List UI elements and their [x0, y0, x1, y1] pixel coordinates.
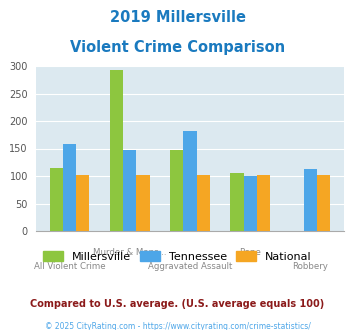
Text: © 2025 CityRating.com - https://www.cityrating.com/crime-statistics/: © 2025 CityRating.com - https://www.city… — [45, 322, 310, 330]
Bar — [183, 131, 197, 231]
Bar — [244, 176, 257, 231]
Bar — [136, 175, 149, 231]
Text: 2019 Millersville: 2019 Millersville — [109, 10, 246, 25]
Text: Violent Crime Comparison: Violent Crime Comparison — [70, 40, 285, 54]
Bar — [50, 168, 63, 231]
Legend: Millersville, Tennessee, National: Millersville, Tennessee, National — [39, 247, 316, 267]
Text: All Violent Crime: All Violent Crime — [34, 262, 105, 271]
Text: Rape: Rape — [239, 248, 261, 257]
Bar — [110, 70, 123, 231]
Bar — [317, 175, 330, 231]
Bar — [123, 150, 136, 231]
Bar — [304, 169, 317, 231]
Text: Compared to U.S. average. (U.S. average equals 100): Compared to U.S. average. (U.S. average … — [31, 299, 324, 309]
Bar — [170, 149, 183, 231]
Bar — [63, 144, 76, 231]
Bar — [197, 175, 210, 231]
Text: Robbery: Robbery — [293, 262, 328, 271]
Bar — [76, 175, 89, 231]
Text: Aggravated Assault: Aggravated Assault — [148, 262, 232, 271]
Bar — [257, 175, 270, 231]
Text: Murder & Mans...: Murder & Mans... — [93, 248, 166, 257]
Bar — [230, 173, 244, 231]
